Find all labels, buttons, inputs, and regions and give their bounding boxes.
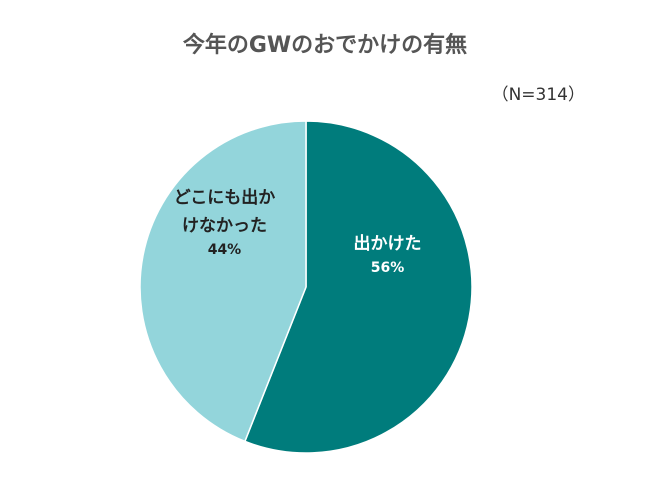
- pie-slice: [243, 120, 473, 454]
- slice-label: 出かけた 56%: [333, 230, 443, 276]
- pie-slice: [139, 120, 307, 443]
- value-label: 44%: [207, 242, 242, 259]
- value-label: 56%: [370, 259, 405, 276]
- chart-title: 今年のGWのおでかけの有無: [183, 32, 467, 58]
- category-label: 出かけた: [353, 233, 422, 254]
- chart-subtitle: （N=314）: [492, 85, 585, 105]
- category-label: どこにも出かけなかった: [173, 188, 276, 237]
- slice-label: どこにも出かけなかった 44%: [169, 184, 279, 258]
